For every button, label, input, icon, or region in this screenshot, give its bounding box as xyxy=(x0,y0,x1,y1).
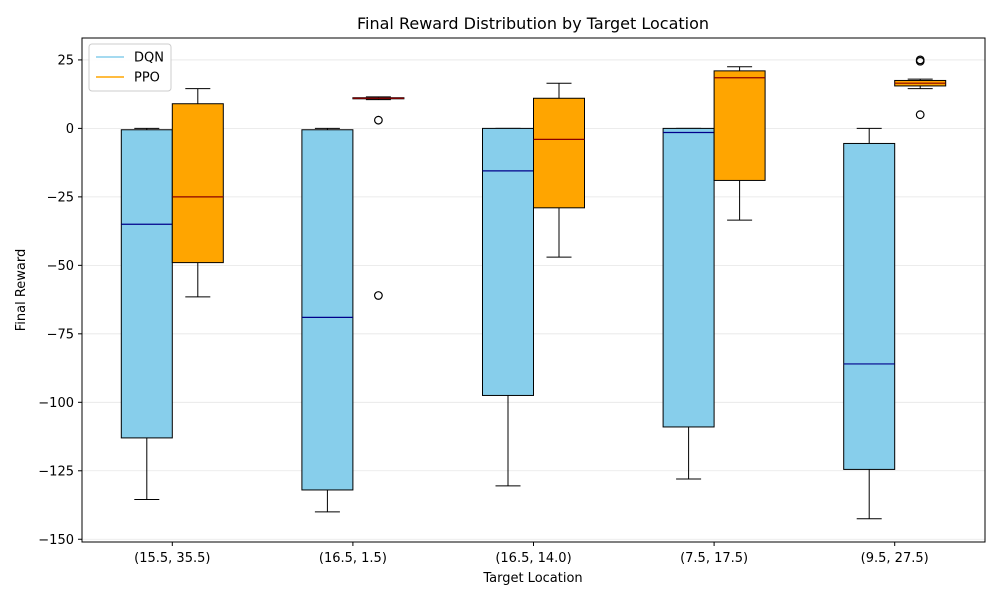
y-tick-label: 0 xyxy=(66,122,74,137)
legend-label-ppo: PPO xyxy=(134,71,160,86)
outlier-point xyxy=(374,291,383,300)
iqr-box xyxy=(301,129,354,491)
x-tick-label: (15.5, 35.5) xyxy=(134,551,210,566)
iqr-box xyxy=(843,142,896,470)
y-tick-label: −75 xyxy=(47,327,74,342)
chart-title: Final Reward Distribution by Target Loca… xyxy=(357,14,709,33)
dqn-box-1 xyxy=(301,127,354,513)
ppo-box-0 xyxy=(171,88,224,298)
y-tick-label: −150 xyxy=(38,533,74,548)
legend-label-dqn: DQN xyxy=(134,51,164,66)
x-tick-label: (9.5, 27.5) xyxy=(861,551,929,566)
x-tick-label: (16.5, 14.0) xyxy=(495,551,571,566)
outlier-point xyxy=(915,56,925,66)
y-tick-label: −125 xyxy=(38,464,74,479)
boxes xyxy=(120,55,947,520)
x-axis-label: Target Location xyxy=(482,571,582,586)
y-axis-label: Final Reward xyxy=(14,249,29,332)
ppo-box-1 xyxy=(352,96,405,300)
dqn-box-4 xyxy=(843,127,896,520)
outlier-point xyxy=(915,110,925,120)
outlier-point xyxy=(374,115,383,125)
ppo-box-4 xyxy=(894,55,947,120)
iqr-box xyxy=(713,70,766,181)
dqn-box-2 xyxy=(482,127,534,487)
axes: 25 0 −25 −50 −75 −100 −125 −150 (15.5, 35.5) (16.… xyxy=(38,53,928,566)
ppo-box-3 xyxy=(713,66,766,221)
dqn-box-3 xyxy=(662,127,715,480)
y-tick-label: −25 xyxy=(47,190,74,205)
y-tick-label: −50 xyxy=(47,259,74,274)
legend: DQN PPO xyxy=(88,43,172,92)
iqr-box xyxy=(533,97,585,209)
iqr-box xyxy=(662,127,715,428)
ppo-box-2 xyxy=(533,82,585,258)
x-tick-label: (16.5, 1.5) xyxy=(319,551,387,566)
iqr-box xyxy=(482,127,534,396)
x-tick-label: (7.5, 17.5) xyxy=(680,551,748,566)
y-tick-label: −100 xyxy=(38,396,74,411)
iqr-box xyxy=(171,103,224,264)
y-tick-label: 25 xyxy=(57,53,74,68)
dqn-box-0 xyxy=(120,127,173,501)
iqr-box xyxy=(120,129,173,439)
legend-box xyxy=(88,43,172,92)
